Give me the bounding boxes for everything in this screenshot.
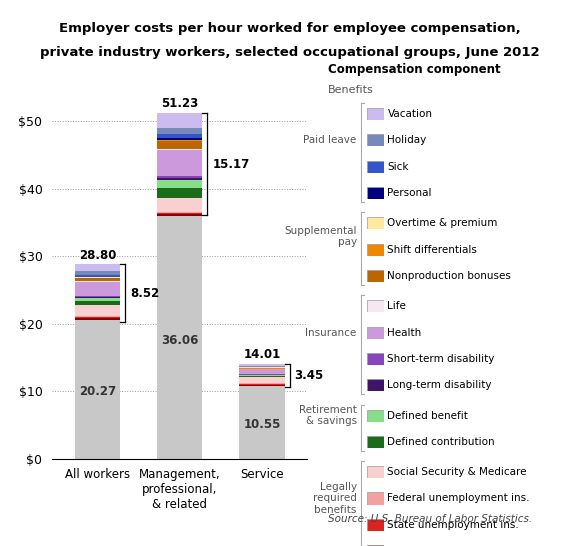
- FancyBboxPatch shape: [367, 492, 384, 505]
- Bar: [75, 318, 120, 320]
- Text: Overtime & premium: Overtime & premium: [387, 218, 498, 228]
- FancyBboxPatch shape: [367, 300, 384, 312]
- Bar: [157, 216, 202, 459]
- Text: Paid leave: Paid leave: [303, 135, 357, 145]
- Bar: [75, 301, 120, 305]
- Bar: [157, 134, 202, 138]
- Text: 36.06: 36.06: [161, 334, 198, 347]
- Bar: [240, 375, 285, 376]
- FancyBboxPatch shape: [367, 353, 384, 365]
- FancyBboxPatch shape: [367, 436, 384, 448]
- FancyBboxPatch shape: [367, 466, 384, 478]
- Text: 15.17: 15.17: [212, 157, 249, 170]
- Text: Holiday: Holiday: [387, 135, 427, 145]
- Bar: [75, 282, 120, 296]
- Bar: [75, 277, 120, 278]
- Bar: [75, 297, 120, 298]
- FancyBboxPatch shape: [367, 327, 384, 339]
- Bar: [240, 383, 285, 385]
- FancyBboxPatch shape: [367, 187, 384, 199]
- Text: Vacation: Vacation: [387, 109, 433, 119]
- Bar: [75, 264, 120, 271]
- FancyBboxPatch shape: [367, 217, 384, 229]
- Bar: [157, 180, 202, 188]
- FancyBboxPatch shape: [367, 379, 384, 391]
- FancyBboxPatch shape: [367, 545, 384, 546]
- Bar: [157, 151, 202, 176]
- Text: Personal: Personal: [387, 188, 432, 198]
- Text: Benefits: Benefits: [328, 85, 374, 94]
- Text: Federal unemployment ins.: Federal unemployment ins.: [387, 494, 530, 503]
- Text: Sick: Sick: [387, 162, 409, 171]
- Text: 14.01: 14.01: [244, 348, 281, 361]
- Bar: [75, 298, 120, 301]
- Bar: [240, 376, 285, 377]
- Bar: [157, 141, 202, 150]
- Text: Employer costs per hour worked for employee compensation,: Employer costs per hour worked for emplo…: [59, 22, 521, 35]
- Bar: [240, 367, 285, 368]
- Bar: [157, 138, 202, 140]
- Text: Social Security & Medicare: Social Security & Medicare: [387, 467, 527, 477]
- Text: Nonproduction bonuses: Nonproduction bonuses: [387, 271, 512, 281]
- Text: Compensation component: Compensation component: [328, 63, 501, 76]
- Bar: [240, 377, 285, 383]
- Bar: [75, 278, 120, 281]
- Bar: [240, 386, 285, 459]
- Bar: [157, 113, 202, 128]
- Text: Life: Life: [387, 301, 407, 311]
- Text: private industry workers, selected occupational groups, June 2012: private industry workers, selected occup…: [40, 46, 540, 60]
- Text: 28.80: 28.80: [79, 248, 116, 262]
- Text: Retirement
& savings: Retirement & savings: [299, 405, 357, 426]
- Bar: [157, 214, 202, 216]
- Text: Supplemental
pay: Supplemental pay: [284, 225, 357, 247]
- Text: 10.55: 10.55: [244, 418, 281, 431]
- Bar: [157, 128, 202, 134]
- Bar: [240, 364, 285, 366]
- Bar: [240, 366, 285, 367]
- Text: Shift differentials: Shift differentials: [387, 245, 477, 254]
- Bar: [75, 281, 120, 282]
- Bar: [75, 275, 120, 276]
- Bar: [75, 276, 120, 277]
- Bar: [75, 296, 120, 297]
- Bar: [157, 188, 202, 198]
- Text: 3.45: 3.45: [295, 369, 324, 382]
- Bar: [157, 176, 202, 178]
- Text: Defined benefit: Defined benefit: [387, 411, 468, 420]
- Bar: [157, 150, 202, 151]
- Text: Source: U.S. Bureau of Labor Statistics.: Source: U.S. Bureau of Labor Statistics.: [328, 514, 532, 524]
- Bar: [157, 213, 202, 214]
- Bar: [240, 385, 285, 386]
- FancyBboxPatch shape: [367, 244, 384, 256]
- Text: Insurance: Insurance: [306, 328, 357, 337]
- FancyBboxPatch shape: [367, 108, 384, 120]
- Text: Defined contribution: Defined contribution: [387, 437, 495, 447]
- Bar: [75, 316, 120, 317]
- Bar: [157, 198, 202, 212]
- FancyBboxPatch shape: [367, 519, 384, 531]
- FancyBboxPatch shape: [367, 270, 384, 282]
- Bar: [157, 178, 202, 180]
- Text: 8.52: 8.52: [130, 287, 160, 300]
- Bar: [75, 320, 120, 459]
- Text: Short-term disability: Short-term disability: [387, 354, 495, 364]
- Bar: [75, 305, 120, 316]
- Text: Long-term disability: Long-term disability: [387, 380, 492, 390]
- FancyBboxPatch shape: [367, 161, 384, 173]
- Bar: [75, 317, 120, 318]
- Bar: [75, 271, 120, 275]
- Bar: [240, 369, 285, 375]
- Text: State unemployment ins.: State unemployment ins.: [387, 520, 519, 530]
- Text: Legally
required
benefits: Legally required benefits: [313, 482, 357, 515]
- Text: Health: Health: [387, 328, 422, 337]
- Text: 51.23: 51.23: [161, 97, 198, 110]
- FancyBboxPatch shape: [367, 134, 384, 146]
- Text: 20.27: 20.27: [79, 384, 116, 397]
- FancyBboxPatch shape: [367, 410, 384, 422]
